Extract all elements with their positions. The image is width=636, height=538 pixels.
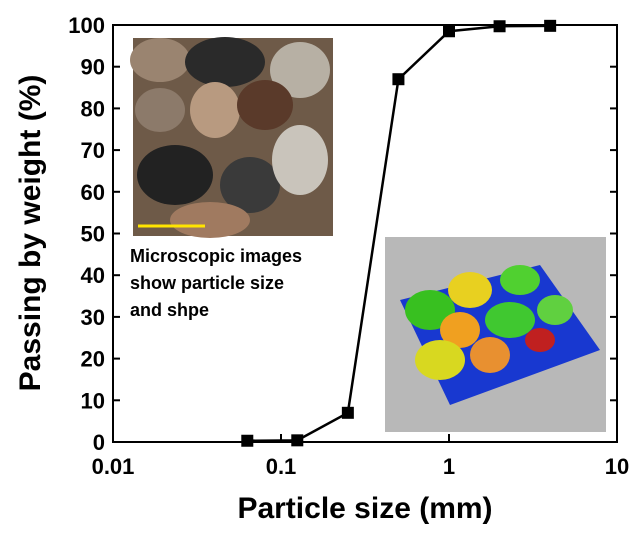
data-point <box>544 19 557 32</box>
x-tick-label: 0.1 <box>266 454 297 479</box>
y-tick-label: 90 <box>81 55 105 80</box>
y-tick-label: 10 <box>81 388 105 413</box>
y-tick-label: 70 <box>81 138 105 163</box>
x-axis-label: Particle size (mm) <box>237 492 492 525</box>
y-tick-label: 50 <box>81 222 105 247</box>
y-tick-label: 60 <box>81 180 105 205</box>
data-point <box>291 434 304 447</box>
x-tick-label: 1 <box>443 454 455 479</box>
y-tick-label: 0 <box>93 430 105 455</box>
y-axis-label: Passing by weight (%) <box>14 75 47 392</box>
y-tick-label: 30 <box>81 305 105 330</box>
annotation: Microscopic images <box>130 246 302 266</box>
data-point <box>241 434 254 447</box>
data-point <box>443 25 455 38</box>
x-tick-label: 10 <box>605 454 629 479</box>
x-tick-label: 0.01 <box>92 454 135 479</box>
data-point <box>341 406 354 419</box>
y-tick-label: 80 <box>81 96 105 121</box>
photo-inset <box>130 37 333 238</box>
data-point <box>493 20 506 33</box>
annotation: and shpe <box>130 300 209 320</box>
annotation: show particle size <box>130 273 284 293</box>
surface-inset <box>385 237 606 432</box>
y-tick-label: 40 <box>81 263 105 288</box>
y-tick-label: 100 <box>68 13 105 38</box>
data-point <box>392 73 405 86</box>
y-tick-label: 20 <box>81 347 105 372</box>
